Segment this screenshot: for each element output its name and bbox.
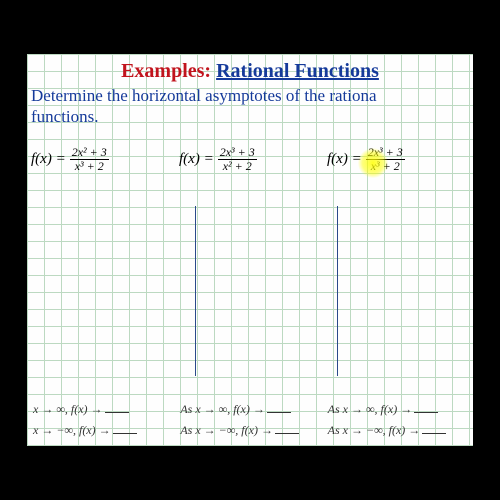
limits-col-3: As x → ∞, f(x) → As x → −∞, f(x) → [324,402,471,444]
title: Examples: Rational Functions [27,54,473,83]
fraction-1: 2x² + 3 x³ + 2 [70,146,109,173]
fraction-3: 2x³ + 3 x³ + 2 [366,146,405,173]
limit-neg-3: As x → −∞, f(x) → [328,423,467,438]
blank [414,412,438,413]
blank [275,433,299,434]
limit-pos-1: x → ∞, f(x) → [33,402,172,417]
col-1: f(x) = 2x² + 3 x³ + 2 [27,146,175,173]
prompt: Determine the horizontal asymptotes of t… [27,83,473,128]
blank [267,412,291,413]
fx-lhs-3: f(x) = [327,151,362,168]
limit-neg-2: As x → −∞, f(x) → [180,423,319,438]
prompt-line2: functions. [31,106,469,127]
prompt-line1: Determine the horizontal asymptotes of t… [31,85,469,106]
function-1: f(x) = 2x² + 3 x³ + 2 [31,146,171,173]
title-topic: Rational Functions [216,60,379,82]
divider-2 [337,206,338,376]
limits-col-1: x → ∞, f(x) → x → −∞, f(x) → [29,402,176,444]
num-1: 2x² + 3 [70,146,109,160]
fraction-2: 2x³ + 3 x² + 2 [218,146,257,173]
fx-lhs-1: f(x) = [31,151,66,168]
limits-col-2: As x → ∞, f(x) → As x → −∞, f(x) → [176,402,323,444]
functions-row: f(x) = 2x² + 3 x³ + 2 f(x) = 2x³ + 3 x² … [27,146,473,173]
fx-lhs-2: f(x) = [179,151,214,168]
num-2: 2x³ + 3 [218,146,257,160]
function-2: f(x) = 2x³ + 3 x² + 2 [179,146,319,173]
blank [422,433,446,434]
divider-1 [195,206,196,376]
den-1: x³ + 2 [73,160,106,173]
num-3: 2x³ + 3 [366,146,405,160]
limit-neg-1: x → −∞, f(x) → [33,423,172,438]
limit-pos-2: As x → ∞, f(x) → [180,402,319,417]
grid-paper: Examples: Rational Functions Determine t… [27,54,473,446]
den-2: x² + 2 [221,160,254,173]
blank [105,412,129,413]
limits-row: x → ∞, f(x) → x → −∞, f(x) → As x → ∞, f… [27,402,473,444]
video-frame: Examples: Rational Functions Determine t… [0,0,500,500]
col-2: f(x) = 2x³ + 3 x² + 2 [175,146,323,173]
title-examples: Examples: [121,60,211,82]
function-3: f(x) = 2x³ + 3 x³ + 2 [327,146,467,173]
limit-pos-3: As x → ∞, f(x) → [328,402,467,417]
den-3: x³ + 2 [369,160,402,173]
blank [113,433,137,434]
col-3: f(x) = 2x³ + 3 x³ + 2 [323,146,471,173]
